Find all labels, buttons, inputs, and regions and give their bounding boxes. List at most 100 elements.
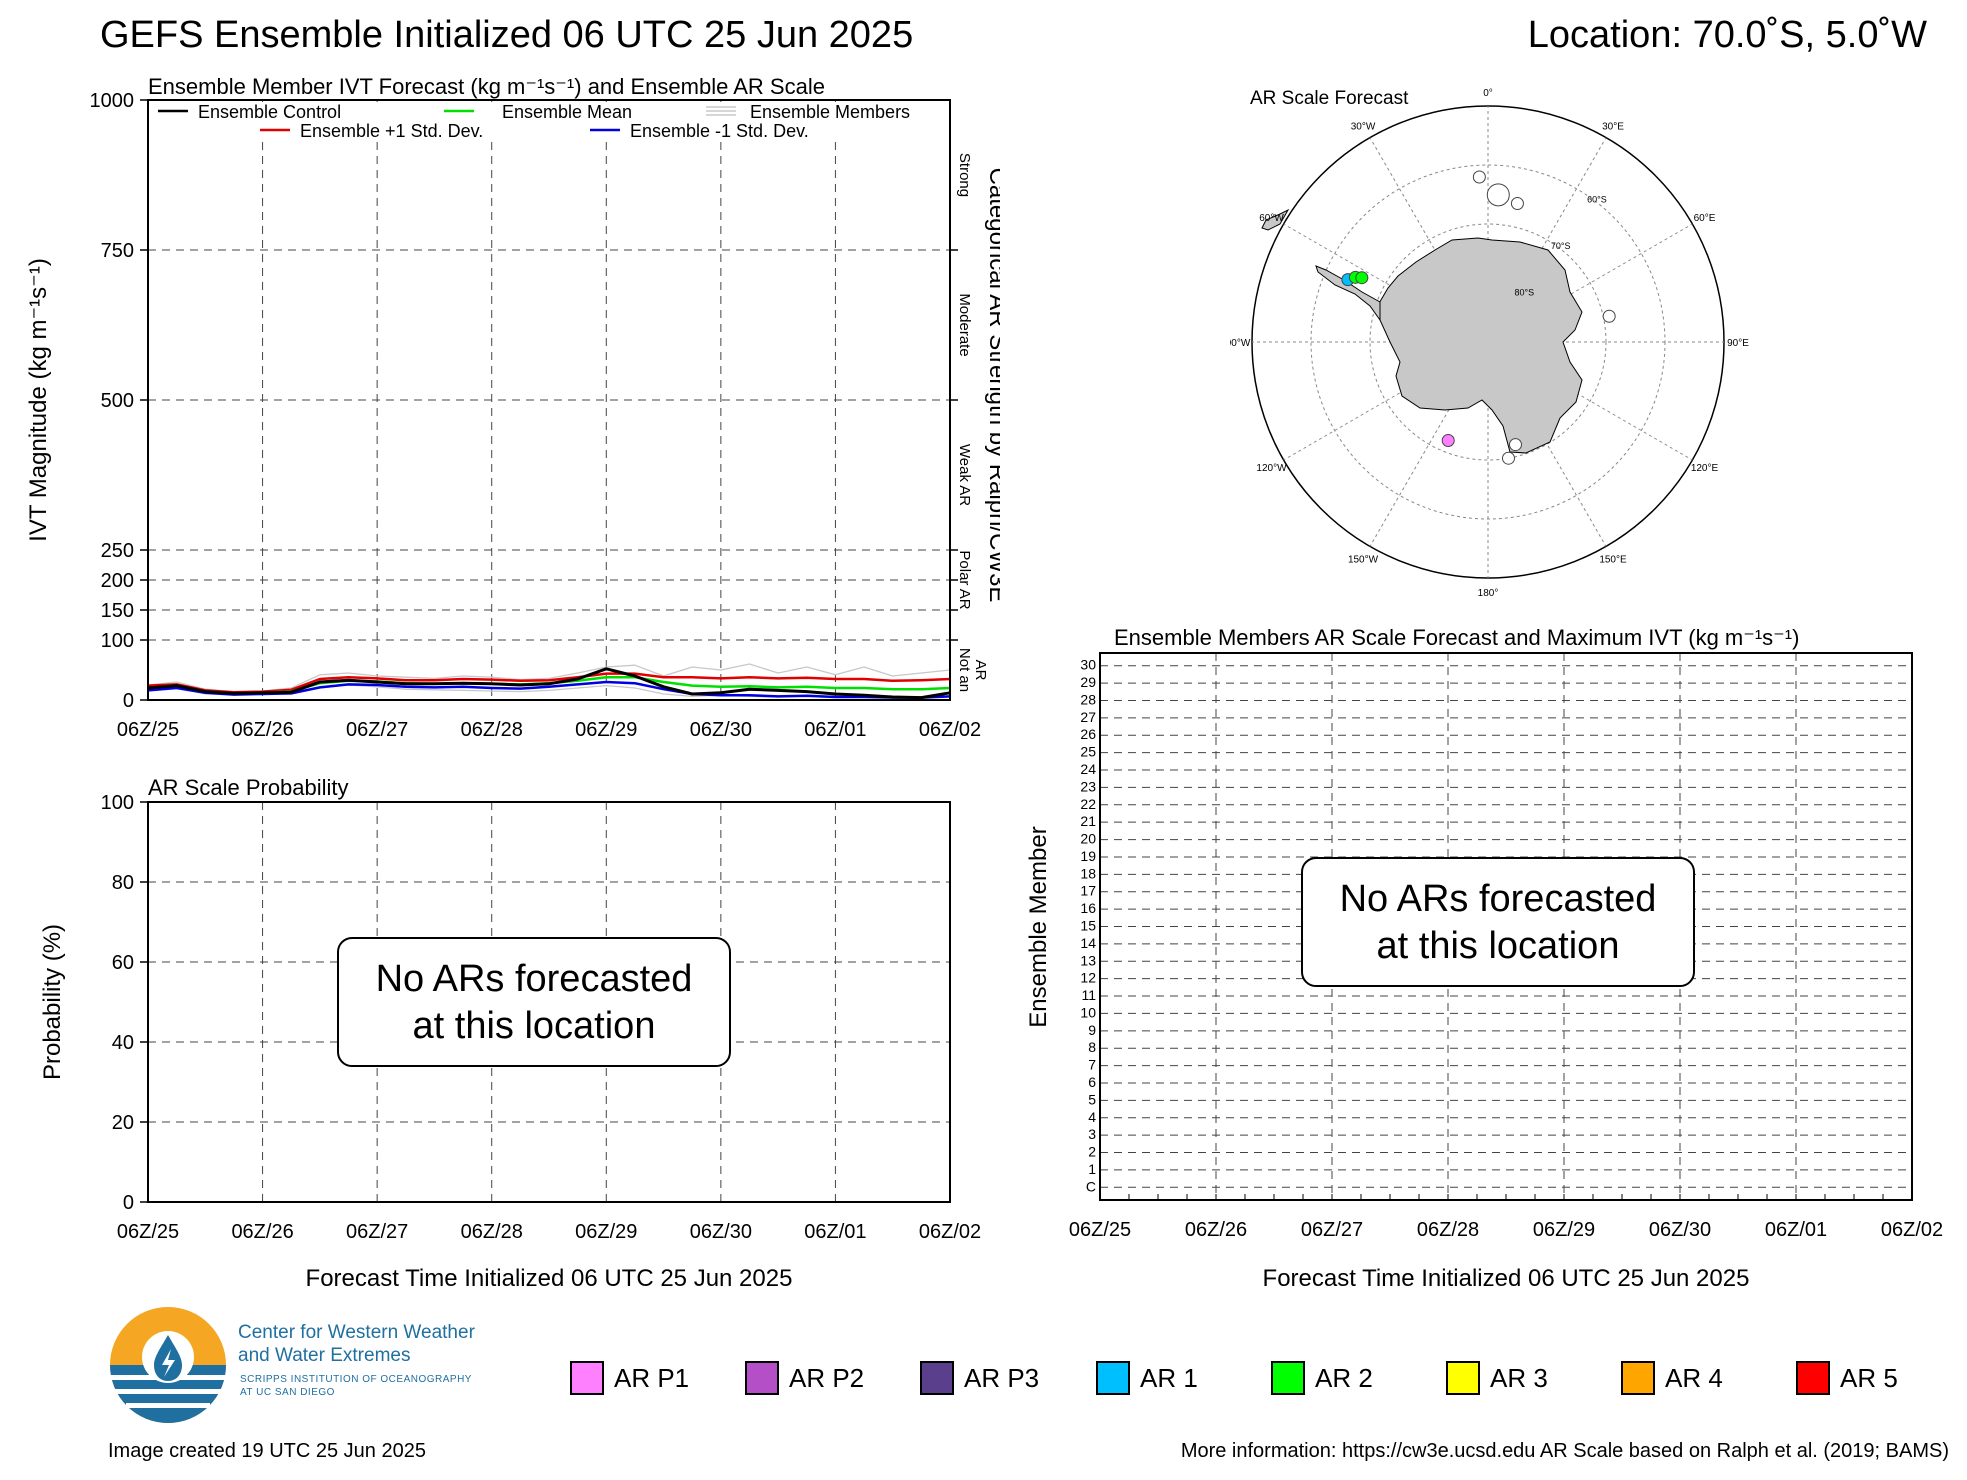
- prob-x-axis-label: Forecast Time Initialized 06 UTC 25 Jun …: [306, 1265, 793, 1292]
- ivt-title: Ensemble Member IVT Forecast (kg m⁻¹s⁻¹)…: [148, 74, 825, 99]
- map-lon-label: 120°W: [1256, 463, 1287, 474]
- ar-legend-label: AR 1: [1140, 1362, 1198, 1393]
- members-no-ar-line2: at this location: [1377, 925, 1620, 967]
- location-label: Location: 70.0˚S, 5.0˚W: [1527, 14, 1927, 56]
- prob-y-tick-label: 20: [112, 1112, 134, 1134]
- ar-legend-item: AR 4: [1621, 1358, 1723, 1398]
- map-lat-label: 70°S: [1551, 241, 1571, 251]
- map-lon-label: 30°W: [1351, 121, 1376, 132]
- map-lon-labels: 0° 30°E 60°E 90°E 120°E 150°E 180° 150°W 120°W 90…: [1230, 88, 1749, 599]
- members-y-tick-label: 28: [1080, 691, 1096, 707]
- ivt-y-tick-label: 0: [123, 690, 134, 712]
- members-y-tick-label: 2: [1088, 1144, 1096, 1160]
- ar-legend-swatch: [570, 1361, 604, 1395]
- members-x-tick-label: 06Z/01: [1765, 1219, 1827, 1241]
- prob-x-tick-label: 06Z/29: [575, 1221, 637, 1243]
- ivt-y-tick-label: 100: [101, 630, 134, 652]
- image-created-text: Image created 19 UTC 25 Jun 2025: [108, 1440, 426, 1462]
- prob-x-tick-label: 06Z/01: [804, 1221, 866, 1243]
- cw3e-logo-icon: [110, 1307, 226, 1423]
- ar-legend-item: AR 1: [1096, 1358, 1198, 1398]
- members-x-tick-label: 06Z/27: [1301, 1219, 1363, 1241]
- members-y-tick-label: 17: [1080, 883, 1096, 899]
- ivt-category-label: Not an: [956, 648, 973, 692]
- ar-legend-label: AR P1: [614, 1362, 690, 1393]
- members-y-tick-label: 29: [1080, 674, 1096, 690]
- ivt-category-labels: Not an AR Polar AR Weak AR Moderate Strong: [956, 153, 989, 692]
- map-ar-point: [1501, 451, 1515, 465]
- prob-no-ar-box: No ARs forecasted at this location: [337, 937, 731, 1067]
- ar-legend-swatch: [920, 1361, 954, 1395]
- map-ar-point: [1510, 196, 1524, 210]
- logo-text-line4: AT UC SAN DIEGO: [240, 1387, 335, 1398]
- members-y-tick-label: 21: [1080, 813, 1096, 829]
- members-y-tick-label: 12: [1080, 970, 1096, 986]
- ivt-series-group: [147, 663, 951, 700]
- map-ar-point: [1355, 271, 1369, 285]
- map-lat-label: 60°S: [1587, 195, 1607, 205]
- prob-y-tick-label: 40: [112, 1032, 134, 1054]
- members-y-tick-label: 8: [1088, 1039, 1096, 1055]
- logo-text-line3: SCRIPPS INSTITUTION OF OCEANOGRAPHY: [240, 1374, 472, 1385]
- members-x-tick-label: 06Z/28: [1417, 1219, 1479, 1241]
- members-y-tick-label: 3: [1088, 1126, 1096, 1142]
- members-y-tick-label: 10: [1080, 1004, 1096, 1020]
- ar-legend-swatch: [1096, 1361, 1130, 1395]
- map-ar-point: [1602, 309, 1616, 323]
- ar-legend-swatch: [1796, 1361, 1830, 1395]
- logo-text-line1: Center for Western Weather: [238, 1322, 475, 1343]
- antarctic-peninsula: [1315, 265, 1381, 322]
- prob-chart: 0 20 40 60 80 100 06Z/25 06Z/26 06Z/27 06Z/28 06Z/…: [39, 775, 981, 1292]
- ar-legend-item: AR 2: [1271, 1358, 1373, 1398]
- map-ar-points: [1341, 170, 1616, 465]
- ar-legend-item: AR 5: [1796, 1358, 1898, 1398]
- members-no-ar-box: No ARs forecasted at this location: [1301, 857, 1695, 987]
- prob-x-tick-label: 06Z/02: [919, 1221, 981, 1243]
- page-title: GEFS Ensemble Initialized 06 UTC 25 Jun …: [100, 14, 914, 56]
- legend-mean-label: Ensemble Mean: [502, 102, 632, 122]
- prob-x-tick-label: 06Z/28: [461, 1221, 523, 1243]
- ivt-y-tick-label: 500: [101, 390, 134, 412]
- south-america-tip: [1261, 208, 1290, 231]
- members-y-tick-label: 25: [1080, 744, 1096, 760]
- ar-legend-swatch: [745, 1361, 779, 1395]
- members-x-axis-label: Forecast Time Initialized 06 UTC 25 Jun …: [1263, 1265, 1750, 1292]
- ar-legend-item: AR 3: [1446, 1358, 1548, 1398]
- legend-members-swatch: [706, 106, 736, 116]
- members-y-tick-label: 16: [1080, 900, 1096, 916]
- legend-minus-std-label: Ensemble -1 Std. Dev.: [630, 121, 809, 141]
- ivt-category-label: AR: [972, 660, 989, 681]
- ar-legend-label: AR P3: [964, 1362, 1040, 1393]
- members-y-axis-label: Ensemble Member: [1025, 826, 1052, 1027]
- ivt-x-tick-label: 06Z/29: [575, 719, 637, 741]
- map-lon-label: 90°W: [1230, 338, 1251, 349]
- ivt-y-tick-label: 250: [101, 540, 134, 562]
- members-y-tick-label: 9: [1088, 1022, 1096, 1038]
- legend-plus-std-label: Ensemble +1 Std. Dev.: [300, 121, 483, 141]
- ivt-series-control: [147, 667, 951, 700]
- logo-text-line2: and Water Extremes: [238, 1345, 411, 1366]
- ar-legend-label: AR 5: [1840, 1362, 1898, 1393]
- members-y-tick-label: 27: [1080, 709, 1096, 725]
- members-x-tick-label: 06Z/02: [1881, 1219, 1943, 1241]
- members-y-tick-label: 15: [1080, 918, 1096, 934]
- ivt-x-tick-label: 06Z/28: [461, 719, 523, 741]
- prob-x-tick-label: 06Z/26: [231, 1221, 293, 1243]
- members-x-tick-label: 06Z/30: [1649, 1219, 1711, 1241]
- ivt-plot-frame: [147, 99, 951, 701]
- members-no-ar-line1: No ARs forecasted: [1340, 878, 1657, 920]
- map-lon-label: 60°E: [1694, 213, 1716, 224]
- ar-legend-item: AR P1: [570, 1358, 689, 1398]
- ivt-y-tick-label: 750: [101, 240, 134, 262]
- members-y-tick-label: 13: [1080, 952, 1096, 968]
- members-y-tick-label: 26: [1080, 726, 1096, 742]
- members-chart: C123456789101112131415161718192021222324…: [1025, 625, 1943, 1292]
- legend-members-label: Ensemble Members: [750, 102, 910, 122]
- map-lon-label: 0°: [1483, 88, 1493, 99]
- members-plot-frame: [1099, 652, 1913, 1201]
- ivt-chart: 0 100 150 200 250 500 750 1000 06Z/25 06Z/26 06Z/2…: [25, 74, 1000, 741]
- ivt-legend: Ensemble Control Ensemble Mean Ensemble …: [150, 102, 948, 142]
- map-lon-label: 60°W: [1259, 213, 1284, 224]
- map-ar-point: [1486, 183, 1510, 207]
- prob-y-tick-label: 60: [112, 952, 134, 974]
